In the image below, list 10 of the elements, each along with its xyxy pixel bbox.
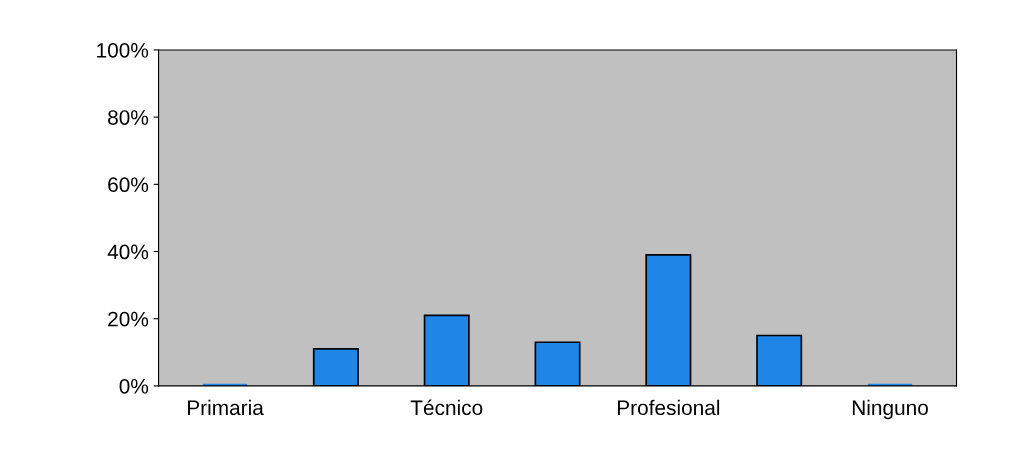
y-tick-label: 100% <box>97 42 149 58</box>
y-tick-label: 20% <box>108 311 149 327</box>
y-tick-label: 60% <box>108 177 149 193</box>
y-tick-label: 0% <box>119 378 149 394</box>
y-tick-label: 80% <box>108 110 149 125</box>
x-tick-label: Ninguno <box>852 399 928 420</box>
x-tick-label: Técnico <box>410 399 483 416</box>
x-tick-label: Primaria <box>187 399 264 416</box>
x-tick-label: Profesional <box>617 399 720 416</box>
y-tick-label: 40% <box>107 244 149 260</box>
